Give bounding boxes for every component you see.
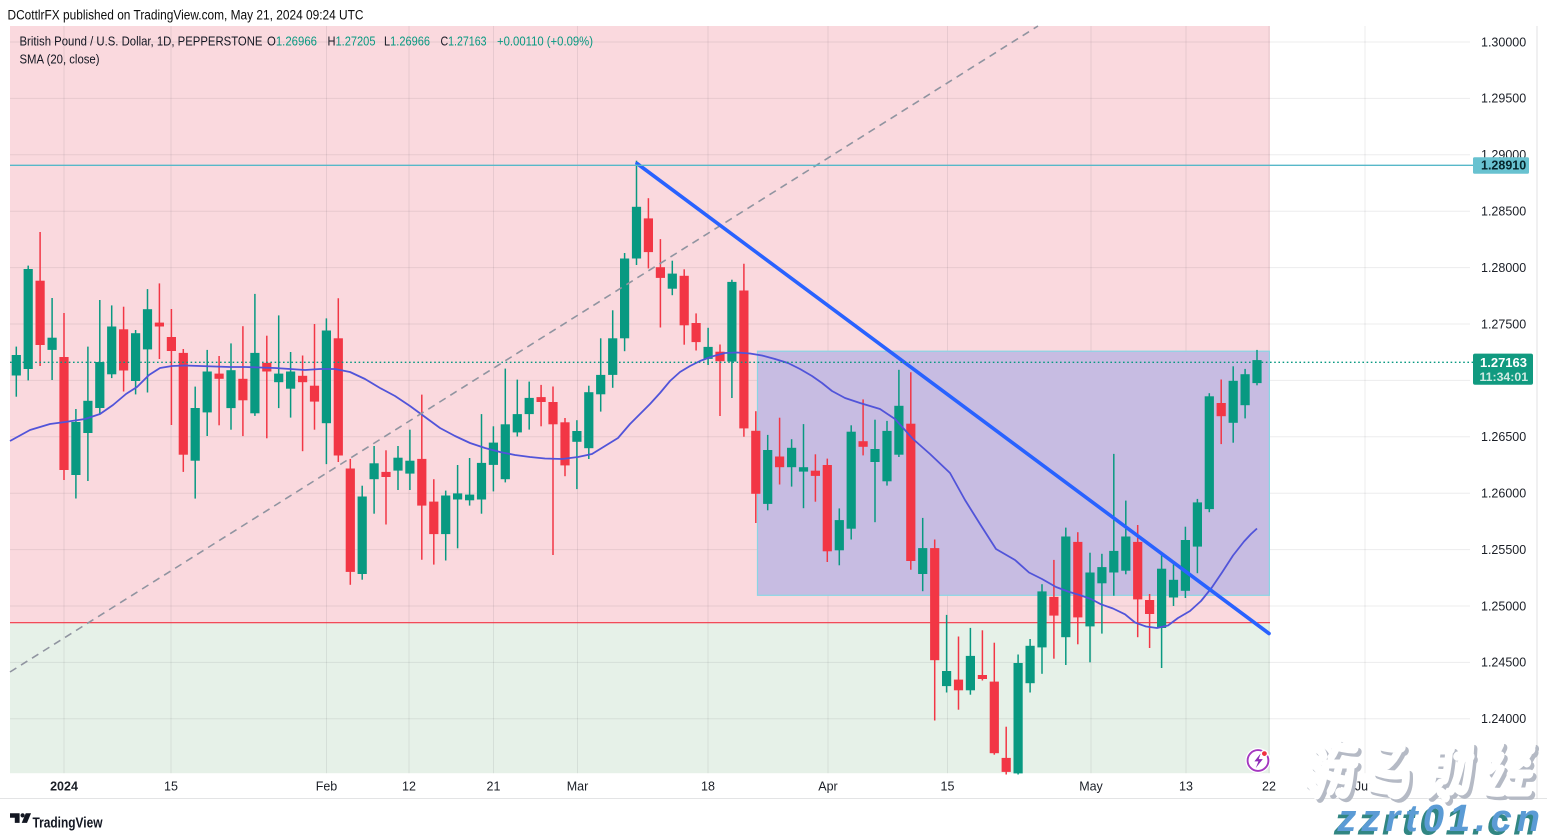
svg-text:SMA (20, close): SMA (20, close): [20, 52, 100, 67]
svg-text:1.25500: 1.25500: [1481, 543, 1526, 557]
svg-text:C1.27163: C1.27163: [441, 34, 487, 49]
svg-text:13: 13: [1179, 780, 1193, 794]
svg-text:Mar: Mar: [567, 780, 589, 794]
svg-text:L1.26966: L1.26966: [384, 34, 430, 49]
svg-text:1.25000: 1.25000: [1481, 599, 1526, 613]
svg-text:1.27500: 1.27500: [1481, 317, 1526, 331]
svg-text:1.28000: 1.28000: [1481, 261, 1526, 275]
svg-text:1.26500: 1.26500: [1481, 430, 1526, 444]
svg-text:1.24000: 1.24000: [1481, 712, 1526, 726]
svg-text:zzrt01.cn: zzrt01.cn: [1333, 802, 1542, 836]
svg-text:H1.27205: H1.27205: [328, 34, 376, 49]
svg-text:12: 12: [402, 780, 416, 794]
svg-text:15: 15: [164, 780, 178, 794]
svg-text:1.28500: 1.28500: [1481, 205, 1526, 219]
svg-text:15: 15: [941, 780, 955, 794]
svg-text:1.28910: 1.28910: [1481, 159, 1526, 173]
svg-text:1.26000: 1.26000: [1481, 487, 1526, 501]
svg-text:21: 21: [487, 780, 501, 794]
svg-text:1.27163: 1.27163: [1480, 355, 1527, 370]
svg-text:British Pound / U.S. Dollar, 1: British Pound / U.S. Dollar, 1D, PEPPERS…: [20, 34, 263, 49]
svg-text:2024: 2024: [50, 780, 78, 794]
svg-text:1.30000: 1.30000: [1481, 35, 1526, 49]
svg-text:18: 18: [701, 780, 715, 794]
svg-text:11:34:01: 11:34:01: [1480, 370, 1529, 384]
svg-text:22: 22: [1262, 780, 1276, 794]
svg-text:May: May: [1079, 780, 1103, 794]
svg-text:+0.00110 (+0.09%): +0.00110 (+0.09%): [497, 34, 593, 49]
svg-text:Feb: Feb: [316, 780, 338, 794]
svg-text:O1.26966: O1.26966: [267, 34, 317, 49]
svg-text:zzrt01.cn: zzrt01.cn: [1336, 798, 1545, 836]
svg-text:TradingView: TradingView: [33, 814, 103, 831]
svg-text:1.29500: 1.29500: [1481, 92, 1526, 106]
svg-text:Apr: Apr: [818, 780, 837, 794]
svg-text:1.24500: 1.24500: [1481, 656, 1526, 670]
svg-text:DCottlrFX published on Trading: DCottlrFX published on TradingView.com, …: [8, 8, 364, 24]
